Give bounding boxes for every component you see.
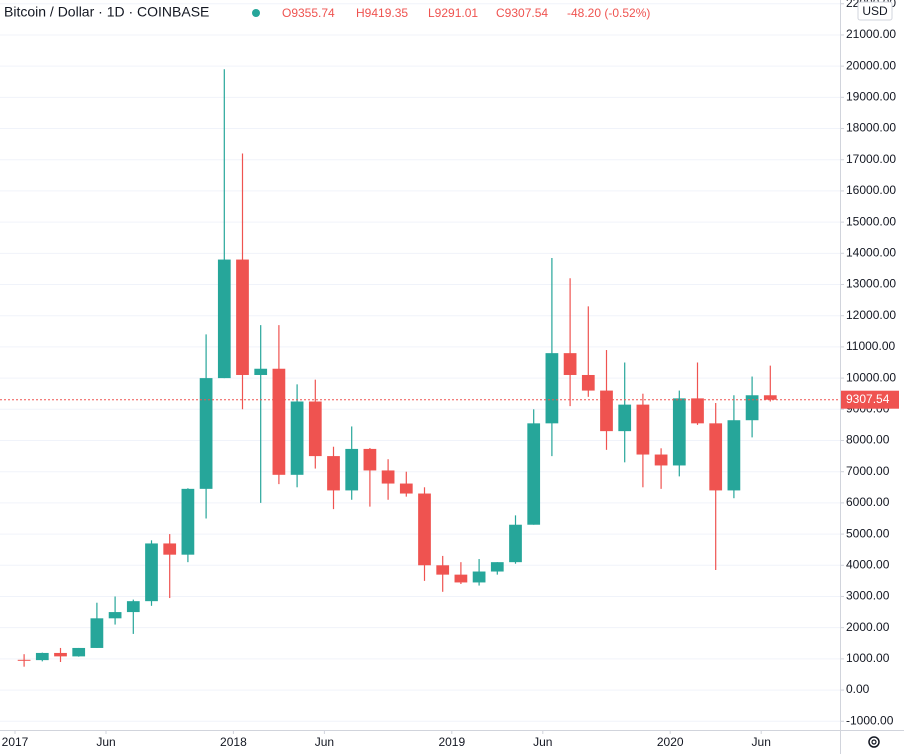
candle-body bbox=[436, 565, 450, 575]
candle-body bbox=[399, 483, 413, 494]
y-tick-label: 10000.00 bbox=[846, 370, 896, 384]
candle-body bbox=[72, 647, 86, 657]
candles bbox=[0, 69, 840, 667]
y-tick-label: 2000.00 bbox=[846, 620, 890, 634]
candle-body bbox=[35, 652, 49, 661]
candle-body bbox=[490, 562, 504, 572]
ohlc-low: L9291.01 bbox=[428, 6, 478, 20]
candle-body bbox=[745, 395, 759, 421]
y-tick-label: 6000.00 bbox=[846, 495, 890, 509]
y-tick-label: 3000.00 bbox=[846, 589, 890, 603]
candle-body bbox=[509, 524, 522, 563]
y-tick-label: 19000.00 bbox=[846, 90, 896, 104]
candle-body bbox=[363, 448, 377, 471]
price-axis-panel bbox=[840, 0, 904, 754]
candle-body bbox=[345, 448, 359, 491]
y-tick-label: 11000.00 bbox=[846, 339, 895, 353]
y-tick-label: 5000.00 bbox=[846, 526, 890, 540]
x-tick-label: Jun bbox=[533, 735, 552, 749]
x-tick-label: 2019 bbox=[438, 735, 465, 749]
y-tick-label: 14000.00 bbox=[846, 245, 896, 259]
x-tick-label: Jun bbox=[315, 735, 334, 749]
candle-body bbox=[672, 398, 686, 466]
candle-body bbox=[145, 543, 158, 602]
y-tick-label: 21000.00 bbox=[846, 27, 896, 41]
grid-layer bbox=[0, 3, 840, 722]
y-tick-label: 16000.00 bbox=[846, 183, 896, 197]
candle-body bbox=[545, 353, 559, 424]
candle-body bbox=[181, 488, 195, 555]
gear-ring bbox=[868, 736, 880, 748]
candle-body bbox=[709, 423, 723, 491]
symbol-title: Bitcoin / Dollar · 1D · COINBASE bbox=[4, 4, 209, 20]
y-tick-label: 4000.00 bbox=[846, 557, 890, 571]
candle-body bbox=[254, 368, 268, 375]
ohlc-open: O9355.74 bbox=[282, 6, 335, 20]
currency: USD bbox=[862, 4, 888, 18]
last-price-label: 9307.54 bbox=[846, 392, 890, 406]
last-price-box bbox=[841, 390, 899, 409]
x-tick-label: Jun bbox=[752, 735, 771, 749]
ohlc-close: C9307.54 bbox=[496, 6, 548, 20]
y-tick-label: 8000.00 bbox=[846, 433, 890, 447]
candle-body bbox=[527, 423, 541, 525]
candle-body bbox=[618, 404, 632, 432]
candle-body bbox=[217, 259, 231, 379]
y-tick-label: 17000.00 bbox=[846, 152, 896, 166]
ohlc-high: H9419.35 bbox=[356, 6, 408, 20]
y-tick-label: 1000.00 bbox=[846, 651, 890, 665]
candle-body bbox=[108, 612, 122, 619]
candle-body bbox=[600, 390, 613, 432]
x-tick-label: 2018 bbox=[220, 735, 247, 749]
candle-body bbox=[654, 454, 668, 466]
candle-body bbox=[236, 259, 249, 375]
candle-body bbox=[454, 574, 468, 583]
y-tick-label: 15000.00 bbox=[846, 214, 896, 228]
candle-body bbox=[272, 368, 286, 475]
settings-icon[interactable] bbox=[868, 736, 880, 748]
candle-body bbox=[199, 378, 213, 489]
y-tick-label: 18000.00 bbox=[846, 121, 896, 135]
candle-body bbox=[90, 618, 104, 648]
candle-body bbox=[581, 374, 595, 391]
y-tick-label: 20000.00 bbox=[846, 58, 896, 72]
candle-body bbox=[727, 420, 741, 491]
y-tick-label: 7000.00 bbox=[846, 464, 890, 478]
y-tick-label: 12000.00 bbox=[846, 308, 896, 322]
gear-hub bbox=[871, 739, 877, 745]
status-dot bbox=[252, 9, 260, 17]
y-tick-label: 0.00 bbox=[846, 682, 870, 696]
candle-body bbox=[54, 652, 67, 657]
candle-body bbox=[691, 398, 704, 424]
x-tick-label: Jun bbox=[96, 735, 115, 749]
currency-box[interactable] bbox=[857, 1, 893, 21]
candle-body bbox=[163, 543, 177, 555]
candle-body bbox=[308, 401, 322, 457]
y-tick-label: 13000.00 bbox=[846, 277, 896, 291]
ohlc-change: -48.20 (-0.52%) bbox=[567, 6, 650, 20]
x-tick-label: 2020 bbox=[657, 735, 684, 749]
candle-body bbox=[563, 353, 577, 375]
candle-body bbox=[290, 401, 304, 475]
candle-body bbox=[763, 395, 777, 400]
candle-body bbox=[472, 571, 486, 583]
candle-body bbox=[126, 601, 140, 613]
candle-body bbox=[636, 404, 650, 455]
candle-body bbox=[17, 659, 31, 661]
candle-body bbox=[381, 470, 395, 484]
x-tick-label: 2017 bbox=[2, 735, 29, 749]
y-tick-label: -1000.00 bbox=[846, 713, 894, 727]
candle-body bbox=[418, 493, 431, 566]
candle-body bbox=[327, 456, 340, 491]
